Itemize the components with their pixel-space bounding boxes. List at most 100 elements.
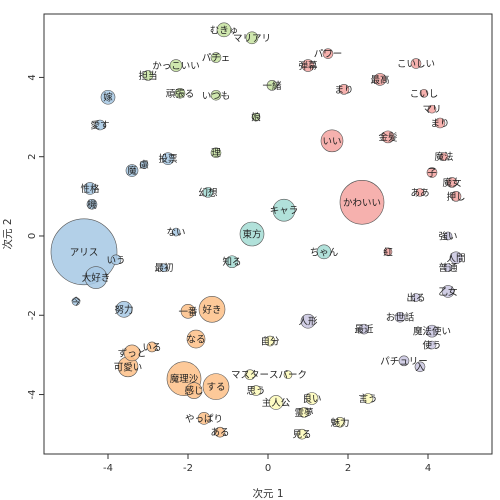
bubble-label-74: 強い: [438, 230, 457, 242]
bubble-label-20: 性格: [80, 183, 100, 195]
bubble-10: [186, 329, 206, 349]
bubble-70: [427, 104, 437, 114]
bubble-label-63: ある: [210, 428, 229, 439]
bubble-62: [146, 341, 158, 353]
bubble-57: [250, 385, 262, 396]
bubble-label-70: マリ: [422, 105, 441, 116]
bubble-63: [214, 426, 226, 438]
x-tick-label-4: 4: [425, 463, 431, 474]
bubble-28: [225, 255, 239, 269]
bubble-21: [125, 164, 139, 177]
bubble-label-32: 良い: [302, 393, 321, 405]
bubble-label-64: 今: [71, 296, 81, 308]
bubble-17: [300, 313, 316, 329]
bubble-label-65: 慮: [139, 159, 149, 171]
y-axis: -4 -2 0 2 4: [27, 74, 44, 400]
bubble-label-33: やっぱり: [185, 414, 223, 425]
bubble-label-6: 大好き: [82, 272, 111, 284]
bubble-41: [266, 80, 278, 91]
bubble-label-22: 投票: [158, 153, 178, 165]
bubble-44: [338, 84, 350, 95]
bubble-label-68: 娘: [251, 112, 261, 124]
bubble-7: [320, 129, 344, 153]
bubble-49: [450, 191, 462, 202]
bubble-label-41: 一緒: [262, 80, 282, 92]
bubble-label-25: 弾幕: [298, 60, 318, 72]
bubble-label-50: 幻想: [198, 187, 218, 199]
bubble-52: [358, 323, 370, 335]
bubble-label-34: いう: [106, 255, 125, 266]
bubble-label-77: 使う: [422, 339, 441, 351]
bubble-4: [202, 373, 230, 400]
bubble-label-42: 理: [211, 148, 221, 159]
bubble-label-10: なる: [186, 335, 205, 346]
bubble-64: [71, 297, 81, 306]
bubble-label-19: 一番: [178, 306, 198, 318]
bubble-71: [439, 152, 449, 162]
x-axis: -4 -2 0 2 4: [103, 454, 431, 474]
bubble-59: [298, 407, 310, 418]
bubble-48: [446, 177, 458, 188]
bubble-35: [86, 198, 98, 210]
y-axis-title: 次元 2: [1, 218, 14, 249]
bubble-60: [334, 416, 346, 428]
bubble-19: [180, 303, 196, 319]
bubble-label-36: 愛す: [90, 119, 109, 131]
bubble-label-67: 最初: [154, 262, 173, 274]
bubble-42: [210, 147, 222, 159]
bubble-76: [411, 293, 421, 302]
bubble-6: [84, 266, 108, 289]
bubble-label-39: 頑張る: [166, 89, 195, 100]
bubble-23: [245, 31, 259, 45]
x-tick-label-1: -2: [183, 463, 193, 474]
bubble-1: [339, 179, 385, 225]
bubble-label-76: 出る: [406, 292, 425, 304]
bubble-label-35: 機: [87, 199, 97, 211]
bubble-50: [202, 187, 214, 198]
bubble-label-24: かっこいい: [152, 61, 200, 72]
x-tick-label-0: -4: [103, 463, 113, 474]
bubble-label-15: むきゅ: [210, 25, 239, 36]
bubble-label-66: ない: [166, 228, 185, 239]
bubble-54: [414, 361, 426, 373]
bubble-32: [305, 392, 319, 405]
bubble-label-55: 自分: [260, 336, 280, 348]
bubble-67: [159, 263, 169, 272]
bubble-label-48: 魔女: [442, 177, 461, 189]
bubble-label-53: パチュリー: [380, 356, 428, 367]
bubble-45: [410, 58, 422, 69]
bubble-label-51: お世話: [386, 312, 415, 324]
bubble-label-40: いつも: [202, 91, 231, 102]
bubble-label-71: 魔法: [434, 151, 453, 163]
bubble-label-56: マスター: [231, 370, 269, 381]
bubble-label-54: 入: [415, 362, 425, 373]
bubble-25: [301, 59, 315, 72]
bubble-label-38: 担当: [138, 70, 157, 82]
y-tick-label-2: 0: [27, 233, 38, 239]
bubble-15: [216, 22, 232, 38]
bubble-label-47: 子: [427, 168, 437, 179]
bubble-14: [100, 89, 116, 105]
bubble-46: [434, 117, 446, 129]
bubble-18: [268, 395, 284, 410]
y-tick-label-3: 2: [27, 154, 38, 160]
bubble-label-21: 魔: [127, 165, 137, 177]
bubble-label-31: 魔法使い: [413, 326, 451, 338]
bubble-label-75: 普通: [438, 262, 458, 274]
bubble-label-46: まり: [430, 119, 449, 130]
bubble-69: [419, 88, 429, 98]
bubble-label-78: スパーク: [269, 370, 307, 381]
bubble-43: [322, 48, 334, 59]
bubble-label-58: 言う: [358, 393, 377, 405]
bubble-label-0: アリス: [70, 247, 99, 258]
bubble-11: [115, 301, 133, 318]
bubble-label-60: 魅力: [330, 417, 349, 429]
bubble-label-14: 嫁: [103, 92, 113, 104]
bubble-3: [198, 296, 226, 323]
bubble-label-1: かわいい: [343, 198, 381, 209]
bubble-label-12: ずっと: [118, 348, 147, 359]
bubble-label-43: パワー: [314, 49, 343, 60]
bubble-40: [210, 89, 222, 101]
bubble-56: [244, 369, 256, 381]
